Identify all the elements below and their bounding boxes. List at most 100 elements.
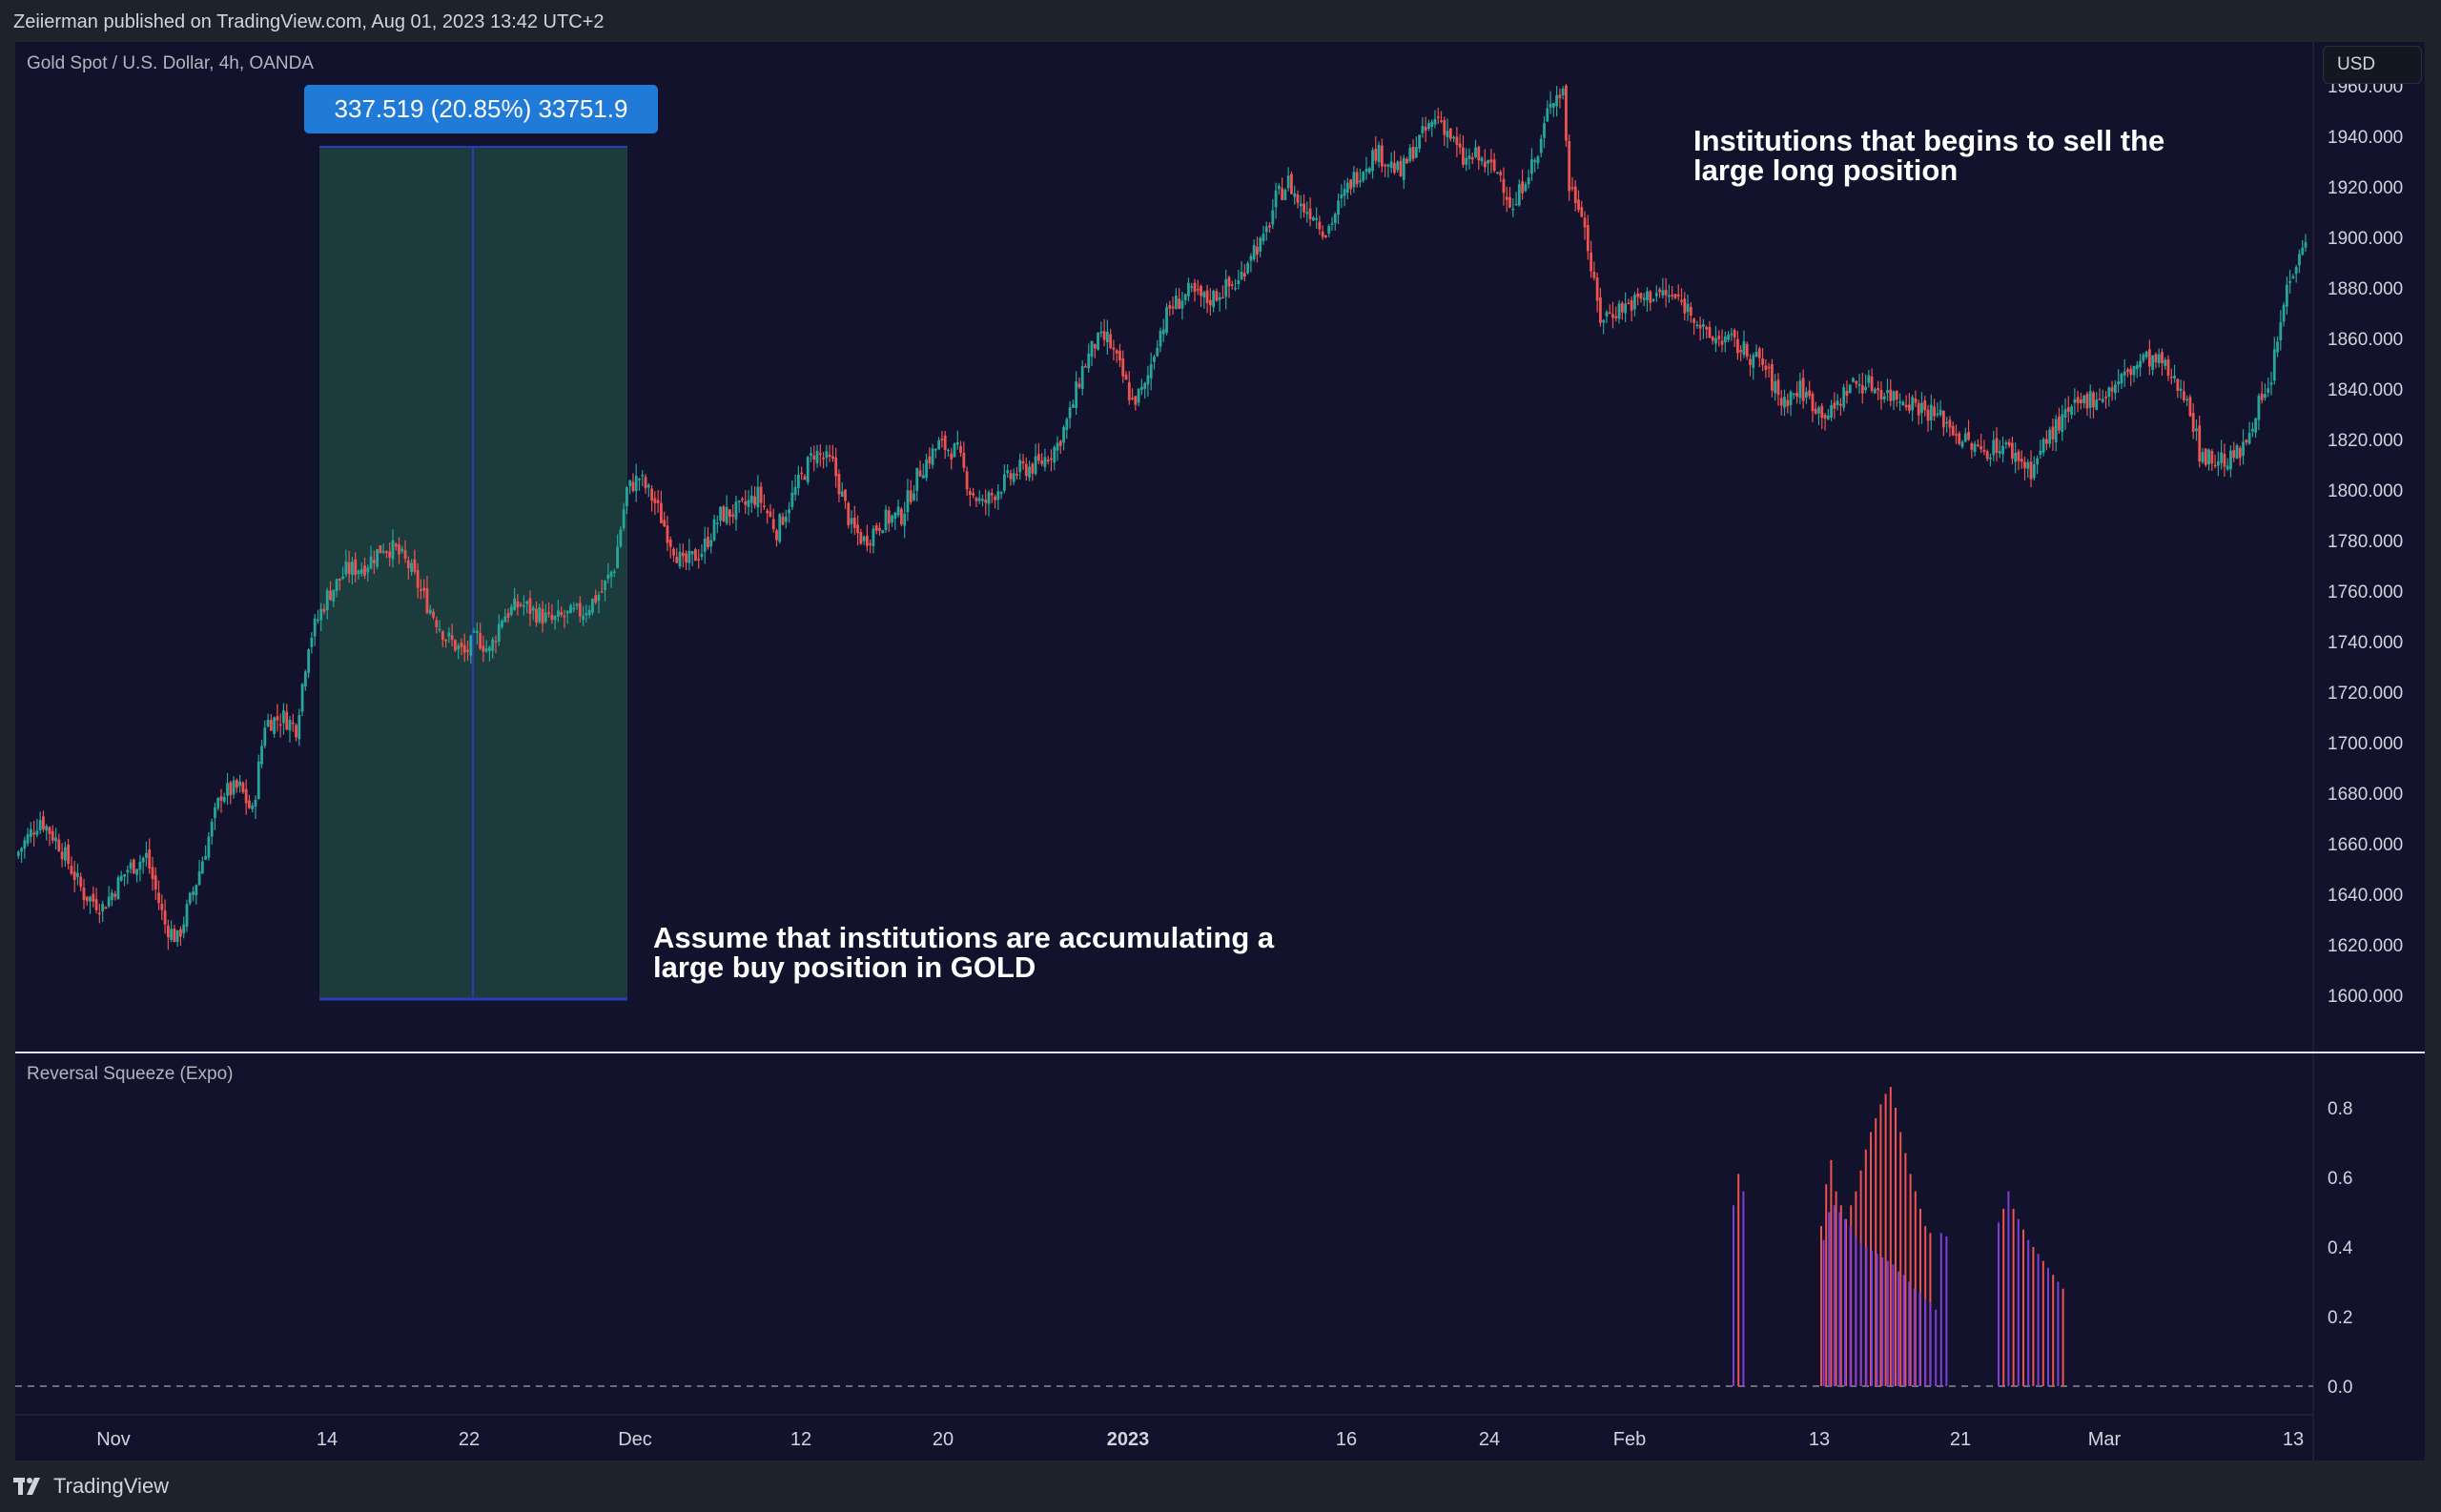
candle-body [1477,147,1481,161]
candle-body [1296,194,1300,203]
candle-body [1015,474,1018,476]
candle-body [2269,382,2273,385]
candle-body [1436,116,1440,118]
candle-body [1146,375,1150,385]
candle-body [1617,303,1621,319]
candle-body [2026,462,2030,469]
candle-body [1568,141,1571,192]
candle-body [1143,383,1147,389]
candle-body [2294,267,2298,275]
time-tick-label: 13 [1809,1429,1830,1450]
candle-body [197,871,201,885]
candle-body [1227,276,1231,287]
candle-body [1131,398,1134,399]
candle-body [528,598,532,614]
candle-body [2088,391,2092,408]
candle-body [719,506,722,521]
candle-body [2129,368,2133,376]
candle-body [1692,318,1695,323]
candle-body [884,509,888,531]
candle-body [1963,433,1967,442]
candle-body [85,896,89,902]
candle-body [2092,392,2095,408]
candle-body [1393,163,1396,174]
candle-body [1914,398,1918,403]
candle-body [685,553,687,563]
candle-body [2120,374,2123,384]
time-tick-label: Feb [1613,1429,1646,1450]
candle-body [322,608,326,612]
indicator-title[interactable]: Reversal Squeeze (Expo) [27,1064,234,1084]
candle-body [722,506,726,521]
candle-body [1521,181,1525,194]
candle-body [1573,186,1577,204]
candle-body [1985,451,1989,460]
candle-body [403,550,407,559]
candle-body [341,576,345,580]
candle-body [1714,337,1717,344]
candle-body [42,816,45,829]
chart-area[interactable]: 1960.000 1940.000 1920.000 1900.000 1880.000… [15,42,2425,1461]
candle-body [1636,294,1640,297]
price-tick-label: 1740.000 [2328,633,2403,653]
candle-body [1508,196,1511,208]
candle-body [2276,341,2279,353]
candle-body [232,780,236,795]
candle-body [626,486,628,506]
candle-body [466,649,469,652]
candle-body [1018,460,1022,473]
candle-body [111,892,113,901]
candle-body [984,500,988,503]
candle-body [1860,385,1864,394]
symbol-title[interactable]: Gold Spot / U.S. Dollar, 4h, OANDA [27,53,314,73]
candle-body [141,857,145,863]
candle-body [248,800,251,808]
candle-body [2191,413,2195,432]
candle-body [428,609,432,614]
candle-body [535,608,538,623]
candle-body [1671,295,1674,296]
price-tick-label: 1800.000 [2328,481,2403,501]
candle-body [844,489,847,501]
candle-body [1264,226,1268,233]
candle-body [1727,335,1730,340]
candle-body [1065,419,1069,431]
price-tick-label: 1760.000 [2328,582,2403,603]
candle-body [731,514,735,517]
candle-body [1002,474,1006,491]
candle-body [1402,157,1405,180]
candle-body [447,632,451,637]
candle-body [1870,376,1874,392]
candle-body [1886,390,1889,394]
candle-body [891,515,893,523]
candle-body [1202,292,1206,298]
candle-body [1570,187,1574,190]
candle-body [2142,354,2145,361]
candle-body [1161,329,1165,335]
candle-body [1723,336,1727,342]
candle-body [226,783,229,796]
candle-body [1646,291,1649,300]
candle-body [491,639,495,651]
candle-body [1087,353,1091,369]
candle-body [881,530,885,534]
candle-body [2279,321,2283,340]
candle-body [1196,289,1200,291]
candle-body [906,490,910,513]
indicator-tick-label: 0.4 [2328,1238,2353,1258]
candle-body [67,844,71,865]
candle-body [766,510,769,514]
candle-body [1084,366,1087,368]
currency-button[interactable]: USD [2323,46,2422,84]
candle-body [909,490,913,502]
candle-body [1960,441,1964,447]
price-tick-label: 1600.000 [2328,987,2403,1007]
chart-canvas[interactable]: 1960.0001940.0001920.0001900.0001880.000… [15,42,2425,1461]
candle-body [2220,452,2224,463]
candle-body [1551,103,1555,108]
candle-body [1386,164,1390,167]
candle-body [16,851,20,856]
candle-body [70,866,73,874]
candle-body [376,549,379,567]
candle-body [1602,319,1606,323]
